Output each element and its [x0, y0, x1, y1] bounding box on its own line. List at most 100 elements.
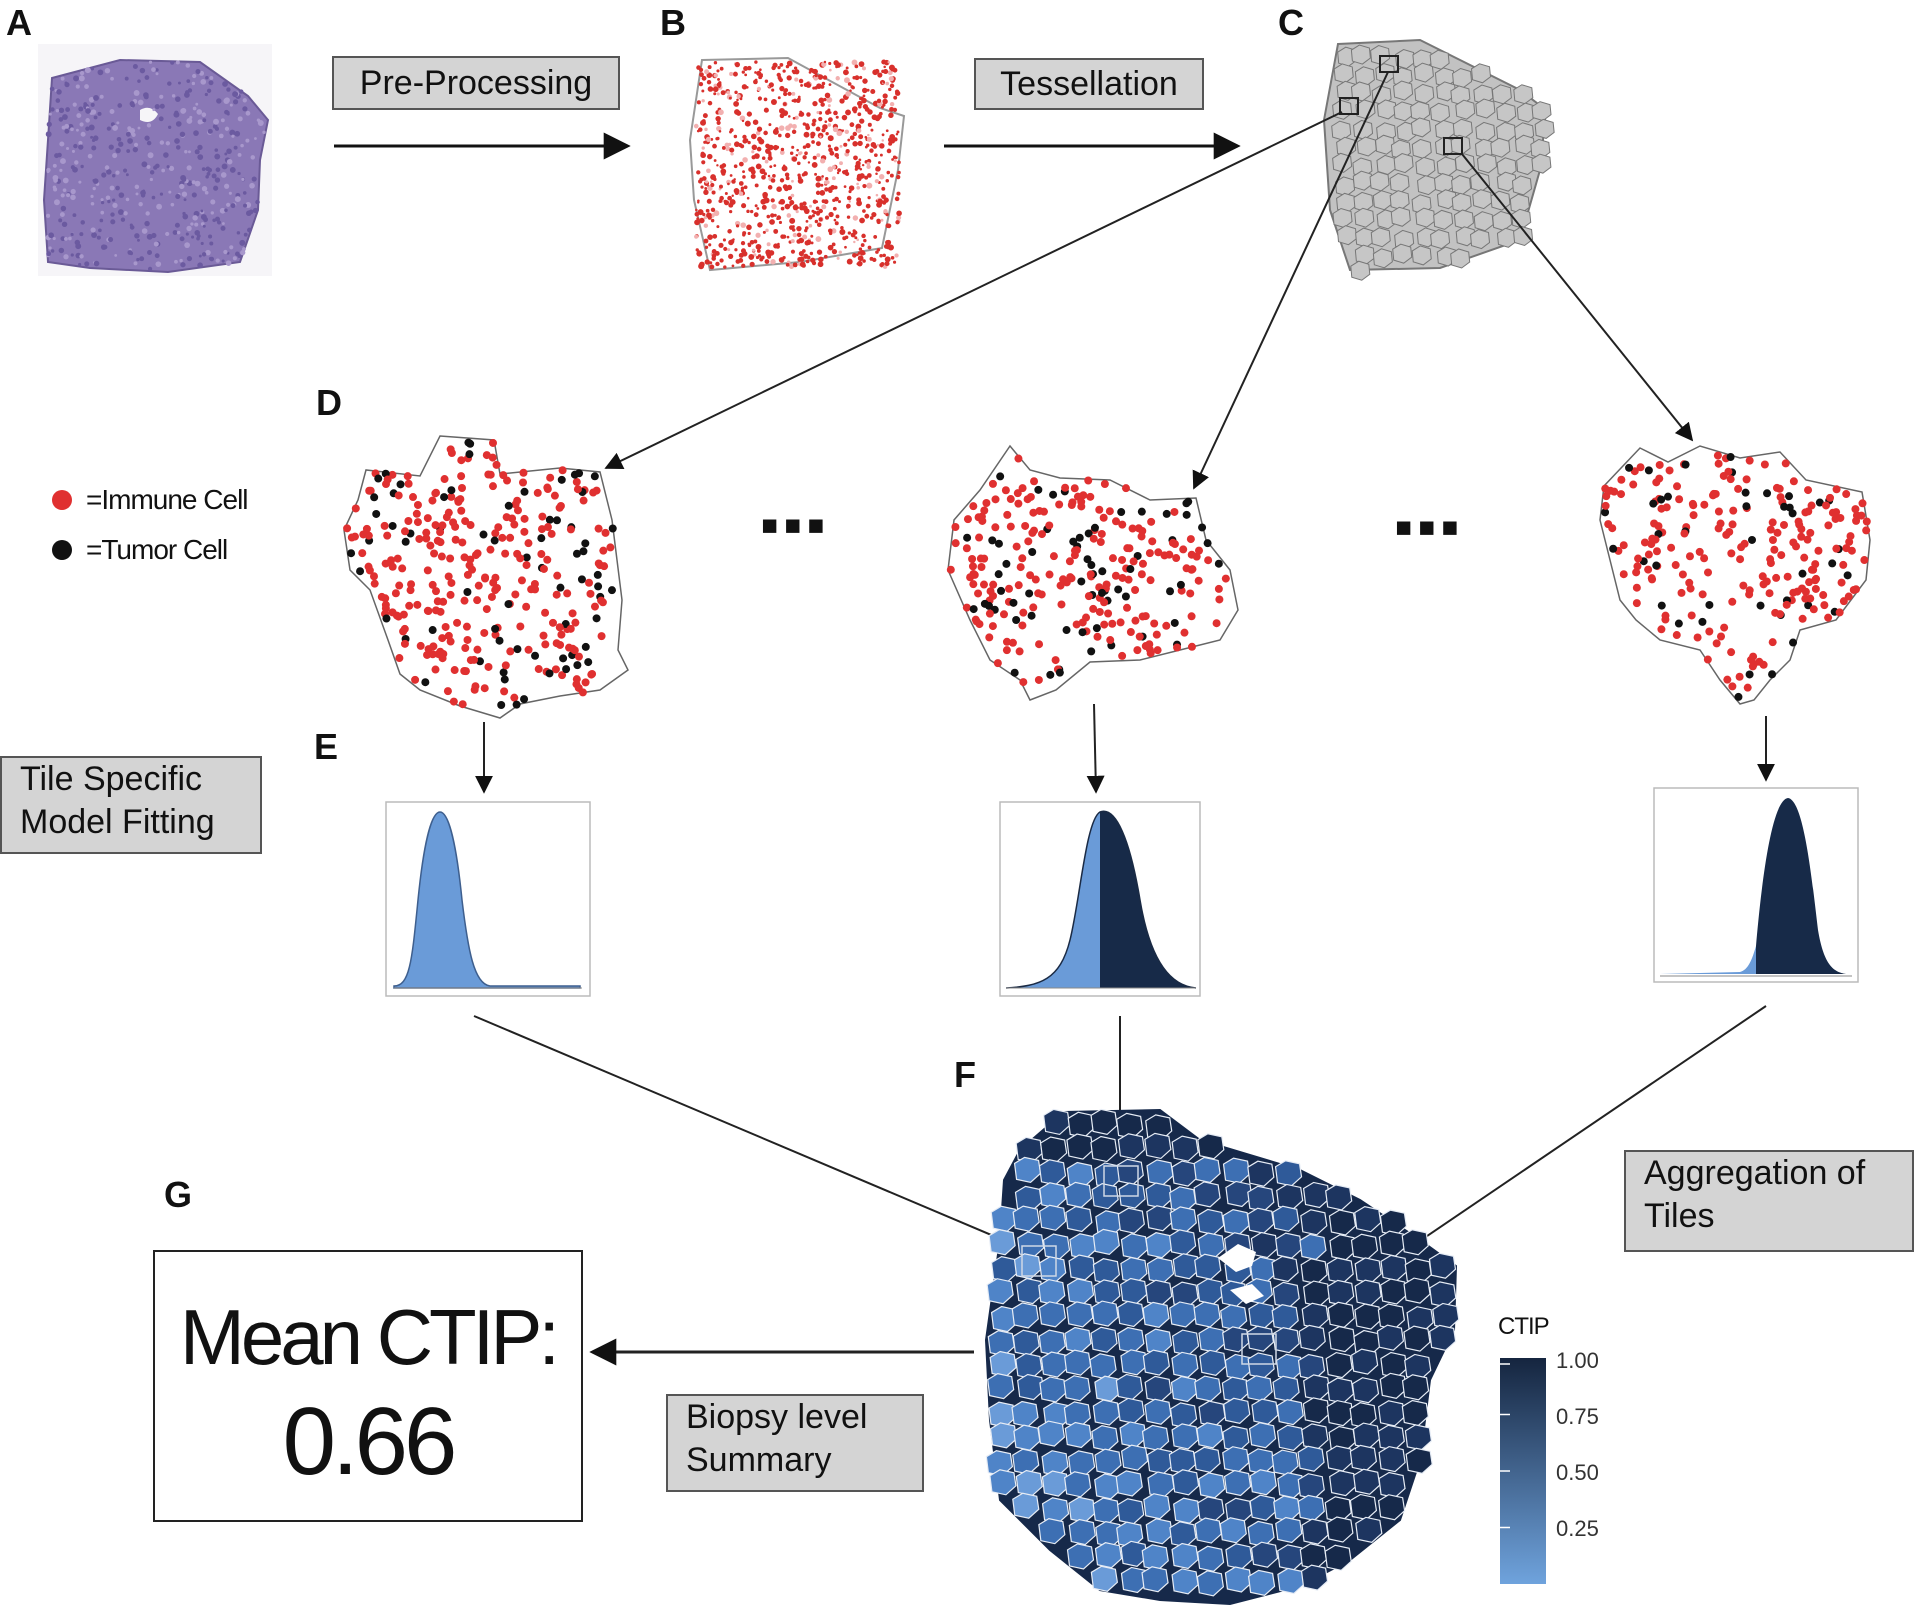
heatmap-tile [1193, 1156, 1221, 1184]
immune-cell-dot [522, 561, 531, 570]
tumor-cell-dot [581, 539, 590, 548]
tissue-speck [205, 175, 209, 179]
density-plot-3 [1653, 787, 1859, 983]
immune-cell-dot [416, 641, 425, 650]
tumor-cell-dot [479, 530, 488, 539]
tumor-cell-dot [520, 487, 529, 496]
heatmap-tile [1171, 1329, 1200, 1356]
tumor-cell-dot [1027, 611, 1036, 620]
tissue-speck [216, 98, 222, 104]
tissue-red-speck [810, 241, 814, 245]
tissue-red-speck [824, 92, 831, 99]
immune-cell-dot [986, 587, 995, 596]
immune-cell-dot [1604, 520, 1613, 529]
immune-cell-dot [571, 618, 580, 627]
tissue-red-speck [831, 165, 836, 170]
immune-cell-dot [424, 645, 433, 654]
tissue-speck [133, 261, 138, 266]
tissue-red-speck [778, 125, 785, 131]
immune-cell-dot [985, 609, 994, 618]
tissue-red-speck [741, 84, 748, 90]
tissue-red-speck [876, 218, 881, 223]
immune-cell-dot [471, 682, 480, 691]
tumor-cell-dot [356, 567, 365, 576]
immune-cell-dot [1835, 608, 1844, 617]
tissue-red-speck [878, 111, 883, 116]
tissue-red-speck [791, 99, 795, 103]
tissue-red-speck [869, 216, 874, 220]
tissue-red-speck [894, 89, 900, 94]
immune-cell-dot [1826, 493, 1835, 502]
tissue-speck [161, 168, 166, 173]
tissue-speck [118, 141, 124, 147]
tissue-speck [153, 241, 159, 247]
tissue-speck [111, 198, 116, 202]
tissue-speck [173, 111, 180, 118]
tumor-cell-dot [428, 626, 437, 635]
tissue-red-speck [857, 112, 862, 117]
immune-cell-dot [461, 667, 470, 676]
tissue-red-speck [791, 91, 796, 96]
tissue-red-speck [728, 253, 734, 259]
tessellation-cell [1492, 210, 1513, 231]
tessellation-cell [1531, 153, 1552, 174]
tissue-speck [225, 260, 232, 266]
tissue-red-speck [695, 208, 698, 212]
tissue-red-speck [788, 115, 791, 118]
tissue-red-speck [816, 210, 821, 215]
tissue-red-speck [704, 187, 708, 190]
heatmap-tile [1297, 1445, 1325, 1472]
tissue-speck [79, 232, 84, 237]
immune-cell-dot [1749, 652, 1758, 661]
tissue-red-speck [727, 229, 732, 234]
tissue-speck [201, 252, 207, 257]
heatmap-tile [1012, 1205, 1040, 1232]
tissue-red-speck [821, 204, 827, 210]
tissue-red-speck [777, 242, 780, 246]
tissue-speck [193, 130, 199, 136]
tissue-red-speck [875, 172, 878, 175]
tissue-speck [213, 118, 219, 125]
heatmap-tile [1223, 1397, 1251, 1424]
tissue-red-speck [805, 259, 810, 264]
tissue-red-speck [754, 60, 758, 64]
tissue-red-speck [740, 241, 746, 246]
tissue-speck [50, 249, 55, 253]
heatmap-tile [1272, 1375, 1300, 1402]
tissue-speck [230, 203, 236, 209]
tissue-speck [60, 236, 66, 242]
tissue-red-speck [848, 200, 852, 203]
tissue-speck [184, 150, 188, 154]
tissue-red-speck [843, 69, 849, 76]
tissue-red-speck [794, 77, 799, 82]
tile-3-outline [1599, 445, 1871, 705]
tissue-red-speck [878, 161, 881, 165]
immune-cell-dot [999, 610, 1008, 619]
immune-cell-dot [347, 533, 356, 542]
tumor-cell-dot [996, 472, 1005, 481]
immune-cell-dot [976, 554, 985, 563]
immune-cell-dot [473, 645, 482, 654]
tissue-speck [122, 168, 128, 173]
tissue-speck [85, 108, 91, 114]
tissue-red-speck [721, 163, 727, 168]
tessellation-cell [1470, 229, 1491, 250]
tissue-red-speck [718, 109, 724, 116]
immune-cell-dot [1619, 570, 1628, 579]
immune-cell-dot [428, 580, 437, 589]
tessellation-cell [1413, 62, 1434, 83]
tissue-red-speck [802, 155, 807, 160]
tissue-red-speck [789, 151, 794, 156]
immune-cell-dot [1695, 547, 1704, 556]
heatmap-tile [1038, 1329, 1066, 1356]
tissue-red-speck [836, 156, 840, 159]
mean-ctip-box: Mean CTIP: 0.66 [153, 1250, 583, 1522]
immune-cell-dot [541, 640, 550, 649]
tissue-red-speck [889, 101, 895, 107]
immune-cell-dot [1133, 646, 1142, 655]
tissue-speck [90, 102, 95, 107]
tissue-red-speck [877, 72, 883, 78]
tissue-speck [112, 153, 118, 159]
immune-cell-dot [1018, 484, 1027, 493]
immune-cell-dot [1820, 601, 1829, 610]
